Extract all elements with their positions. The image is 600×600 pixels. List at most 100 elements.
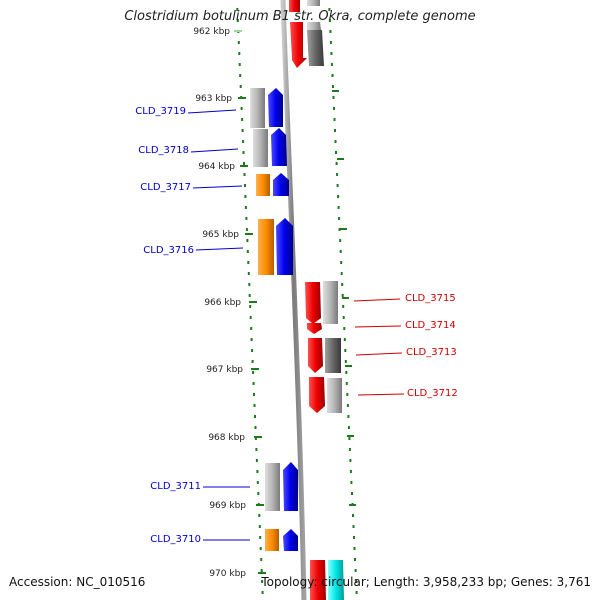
track-dot bbox=[351, 492, 353, 495]
track-dot bbox=[336, 184, 339, 187]
track-dot bbox=[346, 393, 349, 396]
track-dot bbox=[236, 19, 239, 22]
track-tick bbox=[349, 504, 356, 506]
track-dot bbox=[258, 525, 261, 528]
track-tick bbox=[337, 158, 344, 160]
gene-label[interactable]: CLD_3713 bbox=[406, 347, 457, 358]
track-dot bbox=[333, 107, 335, 110]
track-dot bbox=[241, 118, 244, 121]
gene-arrow-blue bbox=[271, 128, 287, 166]
track-dot bbox=[331, 74, 334, 77]
track-dot bbox=[353, 547, 356, 550]
track-dot bbox=[244, 206, 247, 209]
gene-label[interactable]: CLD_3717 bbox=[140, 182, 191, 193]
track-dot bbox=[346, 404, 349, 407]
track-dot bbox=[254, 415, 256, 418]
track-dot bbox=[249, 305, 252, 308]
scale-tick bbox=[238, 97, 246, 99]
track-dot bbox=[249, 316, 252, 319]
gene-arrow-red bbox=[309, 377, 325, 413]
scale-tick bbox=[234, 30, 242, 32]
track-dot bbox=[240, 107, 243, 110]
track-dot bbox=[338, 228, 341, 231]
track-dot bbox=[338, 217, 341, 220]
track-dot bbox=[261, 591, 264, 594]
label-leader-line bbox=[192, 185, 243, 189]
track-dot bbox=[349, 459, 352, 462]
track-dot bbox=[330, 63, 333, 66]
right-label-lines bbox=[353, 298, 405, 396]
accession-label: Accession: NC_010516 bbox=[9, 575, 146, 589]
label-leader-line bbox=[355, 352, 403, 356]
gene-label[interactable]: CLD_3712 bbox=[407, 388, 458, 399]
label-leader-line bbox=[187, 109, 237, 114]
track-dot bbox=[354, 558, 356, 561]
gene-box-orange bbox=[265, 529, 279, 551]
track-dot bbox=[355, 580, 358, 583]
track-dot bbox=[251, 349, 254, 352]
scale-tick bbox=[245, 233, 253, 235]
scale-label: 964 kbp bbox=[198, 162, 235, 172]
track-dot bbox=[244, 184, 246, 187]
scale-tick bbox=[249, 301, 257, 303]
track-tick bbox=[347, 435, 354, 437]
track-dot bbox=[330, 52, 333, 55]
track-dot bbox=[329, 30, 332, 33]
gene-box-gray bbox=[323, 281, 338, 324]
track-dot bbox=[343, 338, 346, 341]
track-dot bbox=[245, 228, 248, 231]
right-track-ticks bbox=[332, 90, 356, 506]
track-dot bbox=[355, 591, 358, 594]
gene-label[interactable]: CLD_3710 bbox=[150, 534, 201, 545]
track-dot bbox=[260, 569, 263, 572]
track-dot bbox=[239, 74, 242, 77]
gene-arrow-blue bbox=[276, 218, 293, 275]
track-dot bbox=[246, 239, 249, 242]
track-dot bbox=[332, 96, 335, 99]
track-dot bbox=[334, 129, 336, 132]
gene-partial-top bbox=[289, 0, 324, 68]
gene-label[interactable]: CLD_3711 bbox=[150, 481, 201, 492]
track-dot bbox=[328, 8, 331, 11]
track-dot bbox=[335, 151, 337, 154]
scale-tick bbox=[256, 504, 264, 506]
track-dots bbox=[236, 8, 358, 594]
gene-label[interactable]: CLD_3719 bbox=[135, 106, 186, 117]
gene-arrow-blue bbox=[283, 462, 298, 511]
track-dot bbox=[334, 140, 337, 143]
track-dot bbox=[256, 481, 259, 484]
track-dot bbox=[238, 52, 241, 55]
scale-tick bbox=[240, 165, 248, 167]
gene-box-gray bbox=[265, 463, 280, 511]
track-dot bbox=[347, 415, 350, 418]
track-dot bbox=[259, 547, 262, 550]
gene-label[interactable]: CLD_3715 bbox=[405, 293, 456, 304]
gene-label[interactable]: CLD_3716 bbox=[143, 245, 194, 256]
track-dot bbox=[243, 173, 246, 176]
gene-arrow-red bbox=[310, 560, 326, 600]
gene-arrow-red bbox=[289, 0, 300, 12]
track-dot bbox=[252, 371, 255, 374]
right-gene-group bbox=[305, 281, 344, 600]
gene-box-gray bbox=[327, 378, 342, 413]
track-dot bbox=[342, 305, 345, 308]
track-dot bbox=[335, 162, 338, 165]
track-dot bbox=[354, 569, 357, 572]
track-dot bbox=[255, 448, 258, 451]
track-dot bbox=[250, 338, 253, 341]
gene-arrow-red bbox=[305, 282, 321, 324]
track-dot bbox=[343, 327, 346, 330]
label-leader-line bbox=[354, 325, 402, 328]
track-dot bbox=[248, 283, 251, 286]
gene-arrow-red bbox=[307, 323, 322, 334]
genome-title: Clostridium botulinum B1 str. Okra, comp… bbox=[124, 9, 476, 24]
gene-box-darkgray bbox=[325, 338, 341, 373]
scale-tick bbox=[258, 572, 266, 574]
gene-label[interactable]: CLD_3714 bbox=[405, 320, 456, 331]
track-dot bbox=[340, 272, 343, 275]
track-dot bbox=[353, 536, 355, 539]
track-dot bbox=[253, 404, 256, 407]
track-dot bbox=[245, 217, 248, 220]
gene-label[interactable]: CLD_3718 bbox=[138, 145, 189, 156]
